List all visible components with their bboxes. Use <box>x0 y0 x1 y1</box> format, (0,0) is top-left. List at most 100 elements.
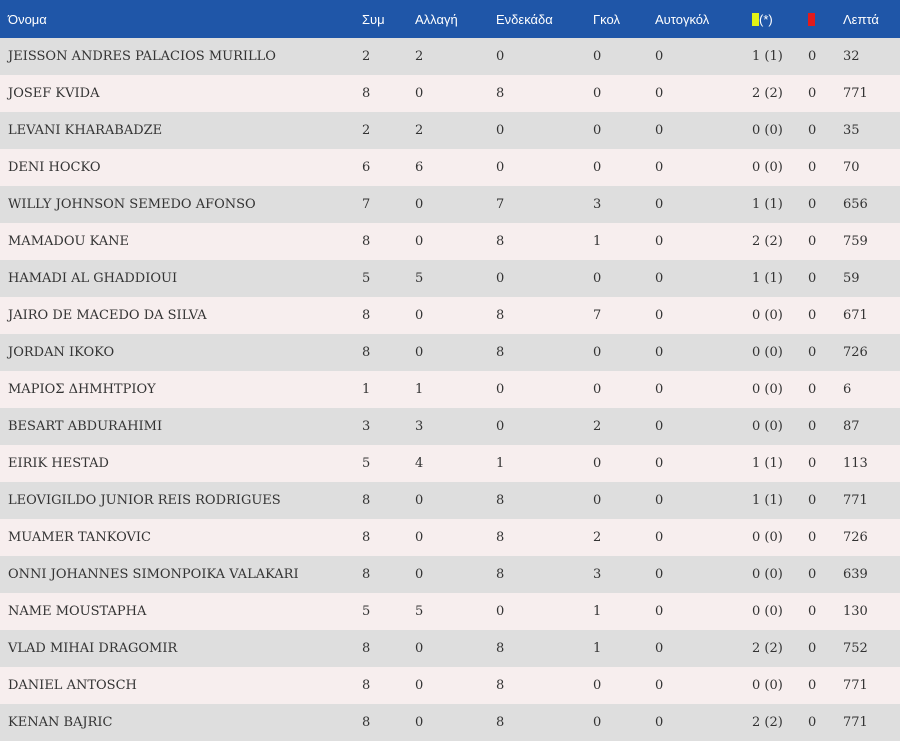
header-red-cards[interactable] <box>808 0 843 38</box>
appearances-cell: 8 <box>362 641 371 656</box>
header-minutes[interactable]: Λεπτά <box>843 11 879 27</box>
minutes-cell: 771 <box>843 715 868 730</box>
appearances-cell: 8 <box>362 493 371 508</box>
table-row[interactable]: EIRIK HESTAD 5 4 1 0 0 1 (1) 0 113 <box>0 445 900 482</box>
starting-cell: 8 <box>496 678 505 693</box>
minutes-cell: 759 <box>843 234 868 249</box>
minutes-cell: 70 <box>843 160 860 175</box>
starting-cell: 8 <box>496 641 505 656</box>
table-row[interactable]: DENI HOCKO 6 6 0 0 0 0 (0) 0 70 <box>0 149 900 186</box>
own-goals-cell: 0 <box>655 308 664 323</box>
own-goals-cell: 0 <box>655 86 664 101</box>
substitute-cell: 0 <box>415 678 424 693</box>
player-name-cell: JOSEF KVIDA <box>8 86 100 101</box>
minutes-cell: 59 <box>843 271 860 286</box>
appearances-cell: 5 <box>362 456 371 471</box>
table-row[interactable]: HAMADI AL GHADDIOUI 5 5 0 0 0 1 (1) 0 59 <box>0 260 900 297</box>
yellow-cards-cell: 1 (1) <box>752 493 783 508</box>
table-row[interactable]: JEISSON ANDRES PALACIOS MURILLO 2 2 0 0 0 1 (1… <box>0 38 900 75</box>
player-name-cell: DENI HOCKO <box>8 160 101 175</box>
red-cards-cell: 0 <box>808 271 817 286</box>
substitute-cell: 0 <box>415 308 424 323</box>
yellow-cards-cell: 0 (0) <box>752 567 783 582</box>
minutes-cell: 6 <box>843 382 852 397</box>
table-row[interactable]: VLAD MIHAI DRAGOMIR 8 0 8 1 0 2 (2) 0 752 <box>0 630 900 667</box>
starting-cell: 0 <box>496 49 505 64</box>
minutes-cell: 639 <box>843 567 868 582</box>
header-substitute[interactable]: Αλλαγή <box>415 11 458 27</box>
table-row[interactable]: BESART ABDURAHIMI 3 3 0 2 0 0 (0) 0 87 <box>0 408 900 445</box>
header-own-goals[interactable]: Αυτογκόλ <box>655 11 710 27</box>
header-appearances[interactable]: Συμ <box>362 11 385 27</box>
red-cards-cell: 0 <box>808 456 817 471</box>
yellow-cards-cell: 1 (1) <box>752 456 783 471</box>
starting-cell: 8 <box>496 308 505 323</box>
minutes-cell: 726 <box>843 345 868 360</box>
player-name-cell: BESART ABDURAHIMI <box>8 419 163 434</box>
minutes-cell: 771 <box>843 678 868 693</box>
goals-cell: 3 <box>593 567 602 582</box>
header-name[interactable]: Όνομα <box>8 11 47 27</box>
table-row[interactable]: LEVANI KHARABADZE 2 2 0 0 0 0 (0) 0 35 <box>0 112 900 149</box>
red-cards-cell: 0 <box>808 604 817 619</box>
table-row[interactable]: MUAMER TANKOVIC 8 0 8 2 0 0 (0) 0 726 <box>0 519 900 556</box>
table-row[interactable]: JORDAN IKOKO 8 0 8 0 0 0 (0) 0 726 <box>0 334 900 371</box>
player-name-cell: JEISSON ANDRES PALACIOS MURILLO <box>8 49 276 64</box>
table-row[interactable]: KENAN BAJRIC 8 0 8 0 0 2 (2) 0 771 <box>0 704 900 741</box>
appearances-cell: 8 <box>362 715 371 730</box>
substitute-cell: 5 <box>415 604 424 619</box>
table-row[interactable]: JOSEF KVIDA 8 0 8 0 0 2 (2) 0 771 <box>0 75 900 112</box>
appearances-cell: 8 <box>362 678 371 693</box>
substitute-cell: 0 <box>415 493 424 508</box>
table-row[interactable]: WILLY JOHNSON SEMEDO AFONSO 7 0 7 3 0 1 (1) 0 65… <box>0 186 900 223</box>
header-goals[interactable]: Γκολ <box>593 11 620 27</box>
own-goals-cell: 0 <box>655 419 664 434</box>
appearances-cell: 5 <box>362 271 371 286</box>
yellow-cards-cell: 2 (2) <box>752 234 783 249</box>
red-cards-cell: 0 <box>808 308 817 323</box>
red-cards-cell: 0 <box>808 419 817 434</box>
yellow-cards-cell: 0 (0) <box>752 604 783 619</box>
red-cards-cell: 0 <box>808 493 817 508</box>
header-starting[interactable]: Ενδεκάδα <box>496 11 553 27</box>
player-name-cell: JAIRO DE MACEDO DA SILVA <box>8 308 207 323</box>
goals-cell: 0 <box>593 382 602 397</box>
goals-cell: 0 <box>593 715 602 730</box>
goals-cell: 0 <box>593 678 602 693</box>
minutes-cell: 35 <box>843 123 860 138</box>
red-card-icon <box>808 12 815 26</box>
player-name-cell: MUAMER TANKOVIC <box>8 530 151 545</box>
substitute-cell: 1 <box>415 382 424 397</box>
own-goals-cell: 0 <box>655 234 664 249</box>
table-row[interactable]: ONNI JOHANNES SIMONPOIKA VALAKARI 8 0 8 3 0 0 … <box>0 556 900 593</box>
starting-cell: 8 <box>496 345 505 360</box>
table-row[interactable]: LEOVIGILDO JUNIOR REIS RODRIGUES 8 0 8 0 0 1 (… <box>0 482 900 519</box>
table-row[interactable]: ΜΑΡΙΟΣ ΔΗΜΗΤΡΙΟΥ 1 1 0 0 0 0 (0) 0 6 <box>0 371 900 408</box>
appearances-cell: 8 <box>362 345 371 360</box>
table-body: JEISSON ANDRES PALACIOS MURILLO 2 2 0 0 0 1 (1… <box>0 38 900 741</box>
player-name-cell: MAMADOU KANE <box>8 234 130 249</box>
appearances-cell: 8 <box>362 530 371 545</box>
own-goals-cell: 0 <box>655 641 664 656</box>
yellow-card-icon <box>752 12 759 26</box>
table-header: Όνομα Συμ Αλλαγή Ενδεκάδα Γκολ Αυτογκόλ … <box>0 0 900 38</box>
player-name-cell: JORDAN IKOKO <box>8 345 115 360</box>
appearances-cell: 6 <box>362 160 371 175</box>
starting-cell: 8 <box>496 567 505 582</box>
red-cards-cell: 0 <box>808 530 817 545</box>
minutes-cell: 752 <box>843 641 868 656</box>
goals-cell: 0 <box>593 86 602 101</box>
red-cards-cell: 0 <box>808 160 817 175</box>
table-row[interactable]: MAMADOU KANE 8 0 8 1 0 2 (2) 0 759 <box>0 223 900 260</box>
starting-cell: 8 <box>496 86 505 101</box>
yellow-cards-cell: 2 (2) <box>752 86 783 101</box>
table-row[interactable]: NAME MOUSTAPHA 5 5 0 1 0 0 (0) 0 130 <box>0 593 900 630</box>
table-row[interactable]: DANIEL ANTOSCH 8 0 8 0 0 0 (0) 0 771 <box>0 667 900 704</box>
table-row[interactable]: JAIRO DE MACEDO DA SILVA 8 0 8 7 0 0 (0) 0 671 <box>0 297 900 334</box>
player-name-cell: LEVANI KHARABADZE <box>8 123 163 138</box>
yellow-cards-cell: 1 (1) <box>752 197 783 212</box>
header-yellow-cards[interactable]: (*) <box>752 0 808 38</box>
starting-cell: 0 <box>496 123 505 138</box>
player-name-cell: KENAN BAJRIC <box>8 715 113 730</box>
yellow-cards-cell: 0 (0) <box>752 382 783 397</box>
